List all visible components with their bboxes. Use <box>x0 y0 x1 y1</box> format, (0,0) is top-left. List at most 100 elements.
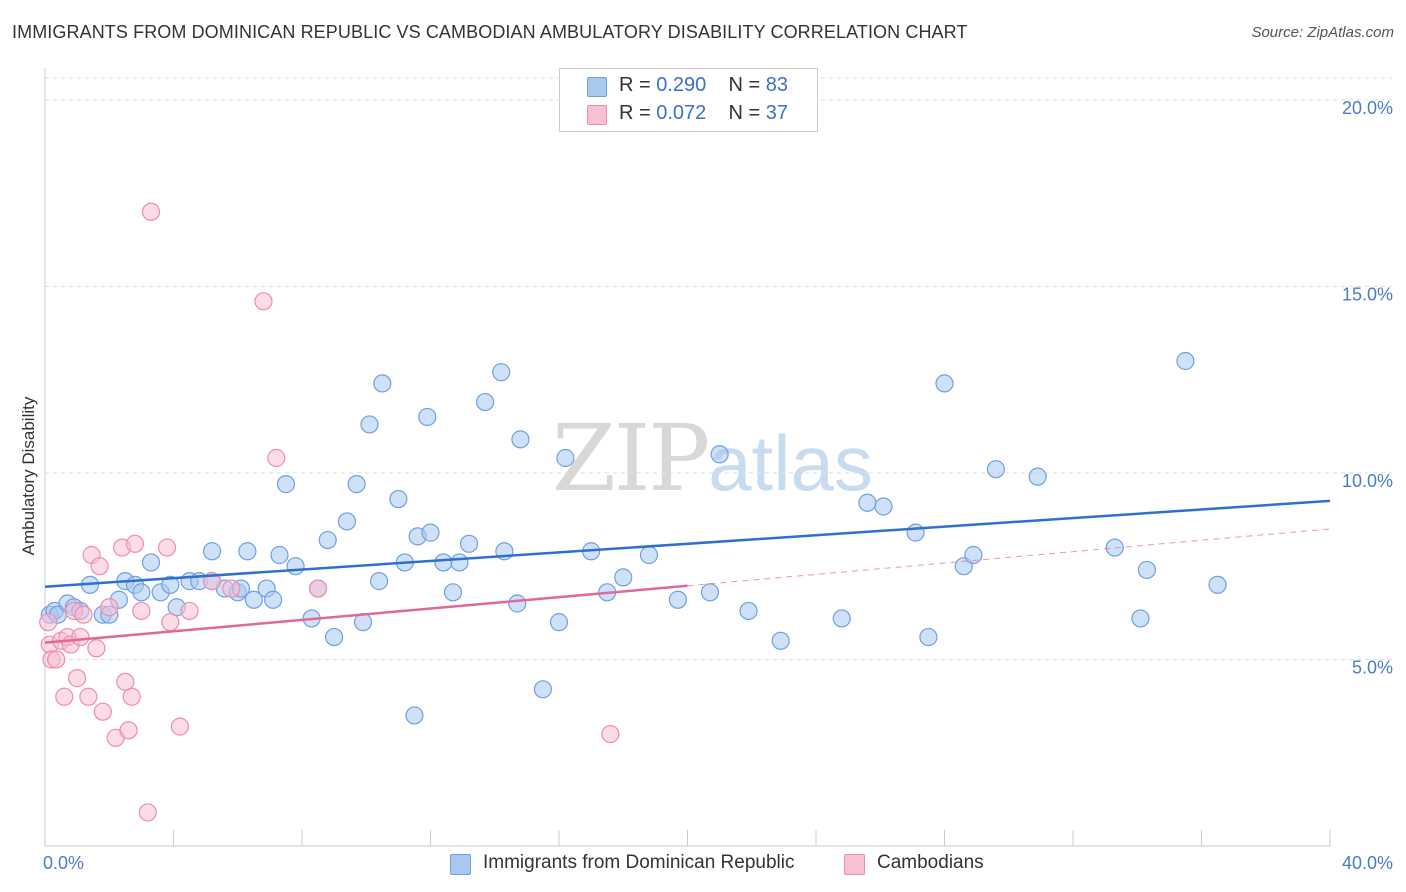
data-point-s2-27 <box>141 202 161 221</box>
data-points <box>39 202 1227 822</box>
data-point-s1-35 <box>325 627 344 647</box>
data-point-s1-29 <box>270 545 289 565</box>
data-point-s1-44 <box>405 706 424 725</box>
data-point-s1-13 <box>132 583 151 602</box>
data-point-s1-41 <box>373 374 392 393</box>
data-point-s2-30 <box>170 717 190 736</box>
legend-stats-2: R = 0.072 N = 37 <box>619 102 789 124</box>
data-point-s1-70 <box>858 493 877 512</box>
data-point-s1-42 <box>389 489 408 509</box>
data-point-s1-64 <box>668 590 687 609</box>
data-point-s1-50 <box>450 553 469 572</box>
y-tick-label: 20.0% <box>1342 98 1393 118</box>
data-point-s2-6 <box>55 687 74 706</box>
chart-source: Source: ZipAtlas.com <box>1251 24 1394 41</box>
data-point-s1-52 <box>476 392 495 412</box>
data-point-s1-55 <box>508 594 527 613</box>
data-point-s2-35 <box>267 448 286 468</box>
data-point-s1-51 <box>459 534 479 553</box>
data-point-s1-40 <box>370 572 389 591</box>
data-point-s2-10 <box>68 669 87 688</box>
data-point-s1-72 <box>906 523 925 542</box>
data-point-s1-59 <box>556 448 575 468</box>
data-point-s1-78 <box>1028 467 1047 486</box>
data-point-s1-56 <box>511 430 530 449</box>
bottom-legend-label-2: Cambodians <box>877 852 984 873</box>
data-point-s1-57 <box>533 680 553 699</box>
data-point-s1-34 <box>318 530 337 550</box>
bottom-legend-swatch-pink <box>844 854 865 875</box>
data-point-s1-53 <box>492 363 511 382</box>
data-point-s1-73 <box>919 627 938 647</box>
correlation-legend: R = 0.290 N = 83 R = 0.072 N = 37 <box>559 68 818 132</box>
data-point-s2-11 <box>71 627 90 647</box>
trend-line-extension-series-2 <box>687 528 1331 587</box>
data-point-s1-39 <box>360 415 379 434</box>
data-point-s1-48 <box>434 553 453 572</box>
data-point-s1-36 <box>337 512 357 531</box>
data-point-s2-31 <box>180 601 199 621</box>
axis-labels: 5.0% 10.0% 15.0% 20.0% 0.0% 40.0% Ambulatory D… <box>19 98 1393 873</box>
data-point-s2-24 <box>125 534 145 553</box>
y-tick-label: 5.0% <box>1352 657 1393 677</box>
data-point-s2-4 <box>47 650 66 669</box>
data-point-s1-58 <box>549 613 569 632</box>
data-point-s1-26 <box>244 590 263 609</box>
data-point-s1-74 <box>935 374 954 393</box>
y-axis-label: Ambulatory Disability <box>19 396 38 555</box>
legend-swatch-blue <box>587 77 607 97</box>
data-point-s1-46 <box>418 407 437 427</box>
data-point-s2-33 <box>222 579 241 598</box>
data-point-s1-16 <box>161 575 180 594</box>
trend-line-series-1 <box>44 499 1331 588</box>
data-point-s2-16 <box>90 557 109 576</box>
data-point-s2-34 <box>254 292 273 311</box>
data-point-s1-71 <box>874 497 893 516</box>
data-point-s2-1 <box>39 613 58 632</box>
data-point-s1-28 <box>263 590 283 609</box>
data-point-s1-76 <box>964 545 983 565</box>
data-point-s2-37 <box>601 724 620 744</box>
data-point-s1-30 <box>276 475 296 494</box>
data-point-s2-13 <box>79 687 98 706</box>
data-point-s1-63 <box>639 545 659 565</box>
axes <box>44 68 1331 847</box>
data-point-s1-77 <box>986 460 1006 479</box>
data-point-s1-65 <box>700 583 720 602</box>
bottom-legend-label-1: Immigrants from Dominican Republic <box>483 852 795 873</box>
trend-lines <box>44 499 1331 644</box>
data-point-s2-36 <box>308 579 328 598</box>
data-point-s2-25 <box>132 601 151 621</box>
data-point-s1-82 <box>1176 351 1195 371</box>
data-point-s1-69 <box>832 609 851 628</box>
data-point-s2-23 <box>122 687 141 706</box>
data-point-s1-25 <box>238 542 257 561</box>
data-point-s1-68 <box>771 631 790 650</box>
data-point-s2-18 <box>100 598 119 617</box>
y-tick-label: 15.0% <box>1342 284 1393 304</box>
data-point-s2-28 <box>157 538 177 557</box>
data-point-s2-15 <box>87 639 106 658</box>
watermark-zip: ZIP <box>552 405 710 512</box>
data-point-s2-29 <box>161 613 180 632</box>
data-point-s2-22 <box>119 721 138 740</box>
data-point-s1-21 <box>202 542 222 561</box>
data-point-s1-37 <box>347 475 366 494</box>
data-point-s1-49 <box>443 583 463 602</box>
data-point-s1-62 <box>614 568 633 587</box>
chart-title: IMMIGRANTS FROM DOMINICAN REPUBLIC VS CA… <box>12 22 968 42</box>
watermark: ZIPatlas <box>552 405 873 512</box>
trend-line-series-2 <box>44 584 688 644</box>
bottom-legend-swatch-blue <box>450 854 471 875</box>
data-point-s1-67 <box>739 601 758 621</box>
data-point-s2-12 <box>74 605 93 624</box>
data-point-s1-83 <box>1208 575 1227 594</box>
data-point-s1-79 <box>1105 538 1124 557</box>
data-point-s1-31 <box>286 557 305 576</box>
data-point-s2-17 <box>93 702 112 721</box>
y-tick-label: 10.0% <box>1342 471 1393 491</box>
legend-stats-1: R = 0.290 N = 83 <box>619 74 789 96</box>
data-point-s1-66 <box>710 445 729 464</box>
data-point-s1-14 <box>141 553 161 572</box>
